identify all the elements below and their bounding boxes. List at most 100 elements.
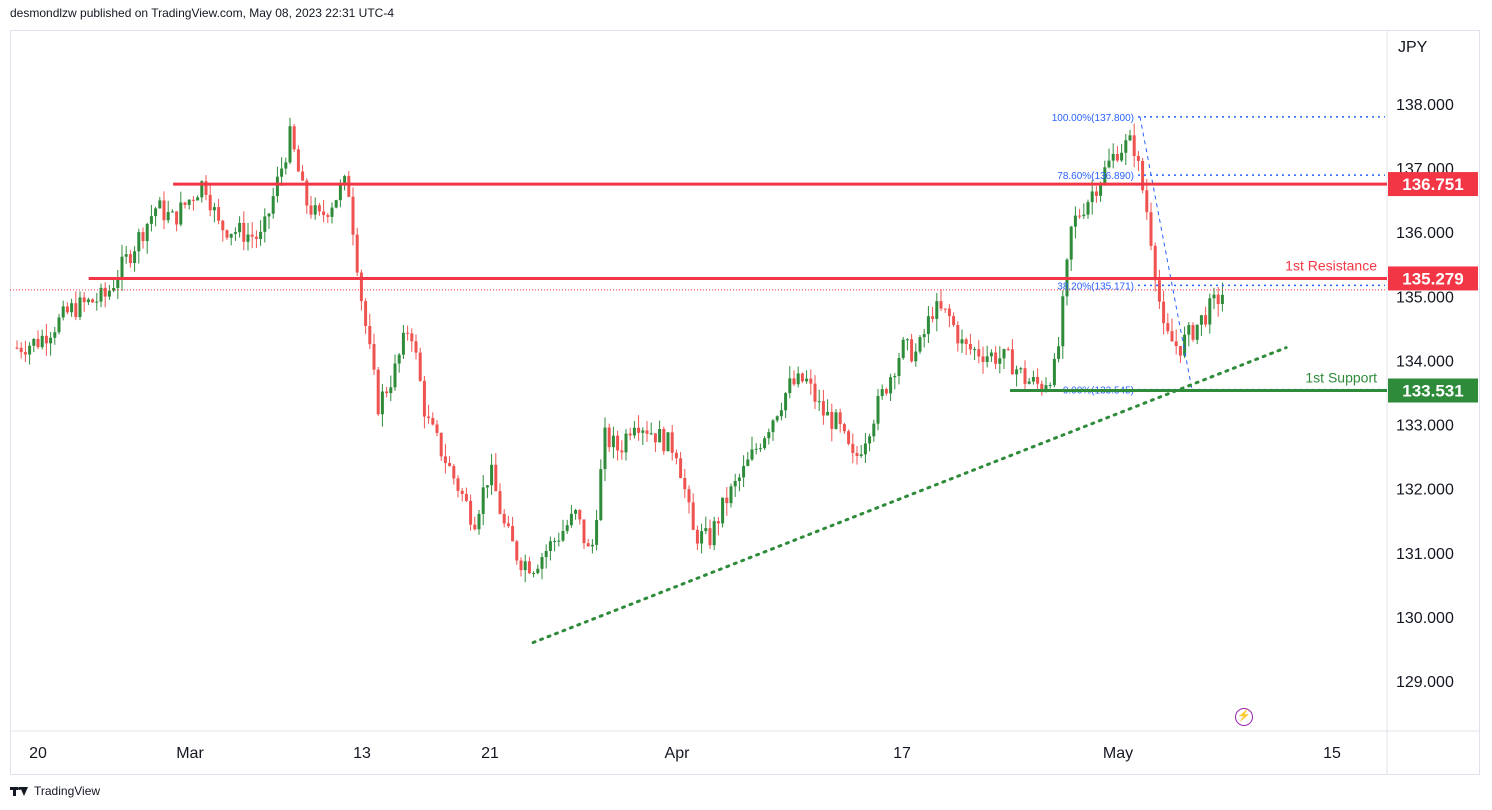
candle-body [536,568,540,574]
candle-body [1136,155,1140,161]
candle-body [1073,215,1077,227]
candle-body [145,223,149,242]
candle-body [607,427,611,448]
candle-body [498,491,502,514]
candle-body [1220,294,1224,305]
y-tick-label: 138.000 [1396,97,1454,114]
candle-body [1120,152,1124,161]
candle-body [1069,226,1073,260]
candle-body [502,513,506,524]
candle-body [922,334,926,338]
candle-body [851,443,855,453]
x-tick-label: 13 [353,745,371,762]
candle-body [901,339,905,359]
candle-body [170,211,174,213]
candle-body [1204,315,1208,325]
candle-body [1178,346,1182,356]
resistance-2-price-box [1388,172,1478,197]
support-1-price-box [1388,378,1478,403]
candle-body [246,234,250,242]
candle-body [1183,334,1187,356]
candle-body [330,207,334,217]
candle-body [1094,191,1098,196]
candle-body [19,347,23,353]
candle-body [800,373,804,382]
candle-body [695,529,699,544]
candle-body [1145,190,1149,213]
candle-body [494,464,498,492]
candle-body [742,465,746,478]
candle-body [65,306,69,313]
candle-body [704,528,708,532]
candle-body [32,338,36,346]
candle-body [1015,369,1019,375]
candle-body [326,215,330,217]
candle-body [99,287,103,302]
candle-body [796,373,800,385]
candle-body [23,352,27,355]
candle-body [905,339,909,341]
resistance-2-price-label: 136.751 [1402,175,1463,194]
candle-body [275,176,279,197]
y-tick-label: 135.000 [1396,289,1454,306]
candle-body [628,433,632,436]
candle-body [448,463,452,467]
candle-body [1216,294,1220,305]
candle-body [91,299,95,303]
candle-body [716,521,720,524]
candle-body [708,528,712,546]
candle-body [687,489,691,503]
candle-body [95,301,99,303]
candle-body [57,317,61,333]
candle-body [1031,377,1035,382]
x-tick-label: 20 [29,745,47,762]
candle-body [548,541,552,551]
candle-body [519,560,523,571]
candle-body [1040,383,1044,391]
candle-body [586,543,590,547]
candle-body [532,573,536,575]
candle-body [947,308,951,317]
candle-body [1044,385,1048,391]
candle-body [124,254,128,257]
candle-body [70,303,74,313]
candle-body [670,432,674,453]
candle-body [666,432,670,452]
candle-body [128,254,132,264]
candle-body [347,176,351,197]
candle-body [292,126,296,150]
candle-body [196,197,200,201]
candle-body [830,411,834,429]
candle-body [1010,349,1014,375]
candle-body [443,456,447,464]
candle-body [456,478,460,491]
candle-body [624,433,628,453]
candle-body [897,358,901,376]
candle-body [1157,280,1161,302]
candle-body [1090,191,1094,203]
y-tick-label: 131.000 [1396,546,1454,563]
candle-body [1170,331,1174,342]
candle-body [359,272,363,302]
candle-body [821,401,825,416]
candle-body [632,427,636,436]
lightning-icon[interactable]: ⚡ [1235,708,1253,726]
candle-body [914,351,918,362]
candle-body [1149,212,1153,246]
candle-body [1057,346,1061,359]
fib-level-label: 38.20%(135.171) [1057,281,1134,292]
candle-body [217,207,221,221]
candle-body [574,510,578,514]
candle-body [149,216,153,224]
candle-body [721,497,725,524]
candle-body [960,339,964,344]
candle-body [725,497,729,504]
candle-body [238,222,242,233]
candle-body [1052,358,1056,386]
candle-body [1082,214,1086,217]
candle-body [103,287,107,297]
candle-body [120,256,124,280]
candle-body [578,510,582,520]
candle-body [469,500,473,525]
